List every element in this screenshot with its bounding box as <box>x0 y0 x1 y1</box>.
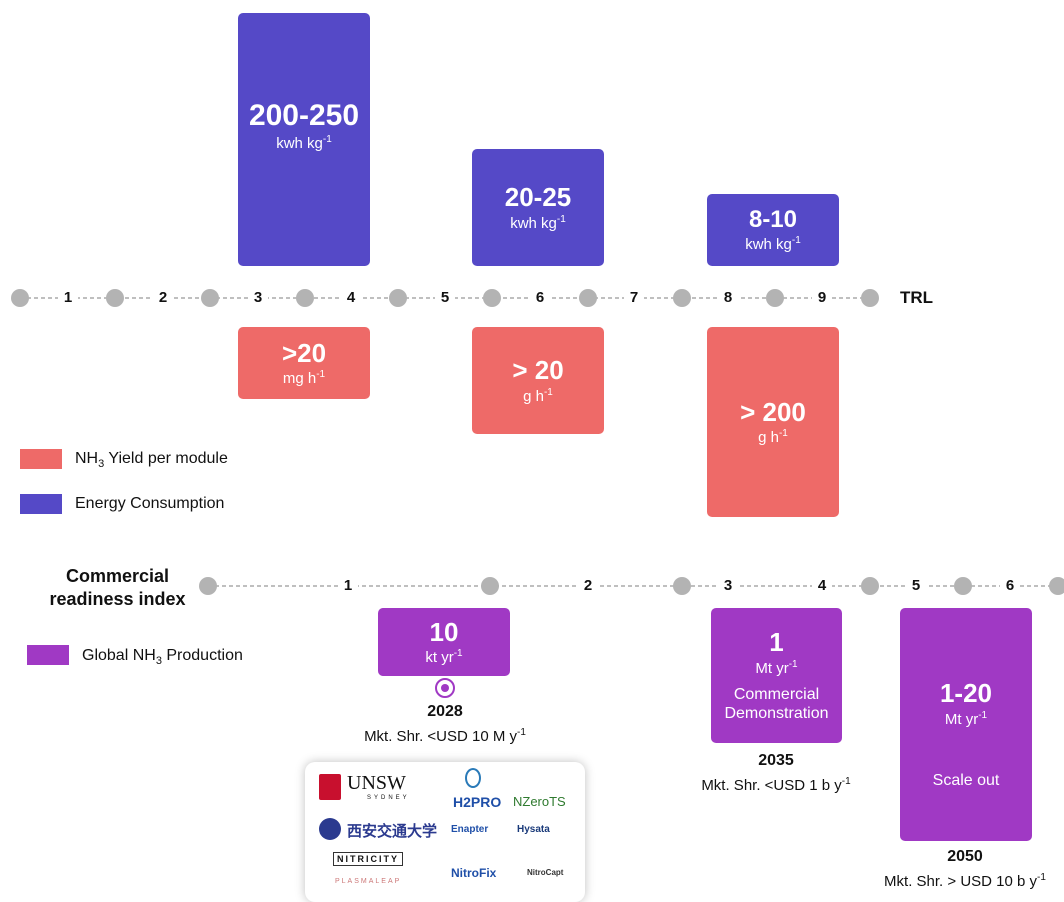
production-box-3: 1-20 Mt yr-1 Scale out <box>900 608 1032 841</box>
milestone-2035: 2035 Mkt. Shr. <USD 1 b y-1 <box>676 752 876 794</box>
cri-tick: 1 <box>338 577 358 594</box>
legend-swatch-production <box>27 645 69 665</box>
production-box-2: 1 Mt yr-1 Commercial Demonstration <box>711 608 842 743</box>
legend-label-energy: Energy Consumption <box>75 495 225 512</box>
milestone-market-share: Mkt. Shr. > USD 10 b y-1 <box>884 872 1046 890</box>
energy-unit: kwh kg-1 <box>276 134 332 152</box>
cri-dot <box>199 577 217 595</box>
trl-tick: 2 <box>153 289 173 306</box>
logo-enapter: Enapter <box>451 824 489 835</box>
yield-value: >20 <box>281 337 327 368</box>
logo-plasmaleap: PLASMALEAP <box>335 878 402 885</box>
cri-dot <box>1049 577 1064 595</box>
timeline-marker-inner <box>441 684 449 692</box>
trl-dot <box>673 289 691 307</box>
trl-axis-label: TRL <box>900 288 934 307</box>
logo-hysata: Hysata <box>517 824 550 835</box>
logo-xjtu: 西安交通大学 <box>347 822 438 840</box>
legend-swatch-yield <box>20 449 62 469</box>
energy-value: 200-250 <box>248 99 360 132</box>
yield-box-3: > 200 g h-1 <box>707 327 839 517</box>
energy-value: 20-25 <box>504 182 572 213</box>
trl-dot <box>861 289 879 307</box>
xjtu-seal-icon <box>319 818 341 840</box>
yield-box-2: > 20 g h-1 <box>472 327 604 434</box>
milestone-year: 2035 <box>758 752 794 769</box>
trl-tick: 6 <box>530 289 550 306</box>
production-note: Commercial Demonstration <box>724 685 829 722</box>
production-box-1: 10 kt yr-1 <box>378 608 510 676</box>
milestone-year: 2028 <box>427 703 463 720</box>
legend-swatch-energy <box>20 494 62 514</box>
production-value: 1-20 <box>939 678 993 709</box>
yield-unit: g h-1 <box>523 386 553 405</box>
milestone-2050: 2050 Mkt. Shr. > USD 10 b y-1 <box>860 848 1064 890</box>
cri-tick: 5 <box>906 577 926 594</box>
cri-tick: 4 <box>812 577 832 594</box>
trl-dot <box>579 289 597 307</box>
cri-tick: 2 <box>578 577 598 594</box>
cri-tick: 6 <box>1000 577 1020 594</box>
logo-nzerots: NZeroTS <box>513 794 566 809</box>
energy-box-3: 8-10 kwh kg-1 <box>707 194 839 266</box>
trl-dot <box>106 289 124 307</box>
milestone-market-share: Mkt. Shr. <USD 1 b y-1 <box>701 776 851 794</box>
trl-dot <box>766 289 784 307</box>
trl-dot <box>389 289 407 307</box>
energy-unit: kwh kg-1 <box>510 213 566 232</box>
partner-logos-panel: UNSW SYDNEY 西安交通大学 NITRICITY PLASMALEAP … <box>305 762 585 902</box>
legend-label-production: Global NH3 Production <box>82 647 243 668</box>
trl-tick: 8 <box>718 289 738 306</box>
energy-unit: kwh kg-1 <box>745 235 801 254</box>
trl-dots <box>11 289 879 307</box>
trl-dot <box>296 289 314 307</box>
yield-unit: g h-1 <box>758 428 788 447</box>
trl-tick: 3 <box>248 289 268 306</box>
unsw-crest-icon <box>319 774 341 800</box>
production-unit: Mt yr-1 <box>944 709 988 728</box>
trl-dot <box>201 289 219 307</box>
production-unit: kt yr-1 <box>425 648 463 667</box>
production-value: 10 <box>429 616 459 647</box>
logo-nitricity: NITRICITY <box>333 852 403 866</box>
milestone-market-share: Mkt. Shr. <USD 10 M y-1 <box>364 727 526 745</box>
trl-dot <box>11 289 29 307</box>
cri-dot <box>861 577 879 595</box>
energy-box-2: 20-25 kwh kg-1 <box>472 149 604 266</box>
production-note: Scale out <box>932 771 1000 789</box>
production-value: 1 <box>769 627 784 658</box>
energy-box-1: 200-250 kwh kg-1 <box>238 13 370 266</box>
logo-nitrocapt: NitroCapt <box>527 868 564 877</box>
logo-nitrofix: NitroFix <box>451 866 497 880</box>
trl-dot <box>483 289 501 307</box>
cri-dots <box>199 577 1064 595</box>
yield-box-1: >20 mg h-1 <box>238 327 370 399</box>
cri-dot <box>481 577 499 595</box>
production-unit: Mt yr-1 <box>755 658 798 677</box>
trl-tick: 7 <box>624 289 644 306</box>
logo-unsw-sydney: SYDNEY <box>367 795 410 801</box>
trl-tick: 4 <box>341 289 361 306</box>
energy-value: 8-10 <box>748 205 798 233</box>
yield-value: > 200 <box>740 396 806 427</box>
drop-icon <box>465 768 481 788</box>
timeline-marker-outer <box>435 678 455 698</box>
trl-tick: 5 <box>435 289 455 306</box>
cri-tick: 3 <box>718 577 738 594</box>
legend-label-yield: NH3 Yield per module <box>75 450 228 471</box>
cri-dot <box>954 577 972 595</box>
milestone-2028: 2028 Mkt. Shr. <USD 10 M y-1 <box>345 703 545 745</box>
logo-unsw: UNSW <box>347 772 406 794</box>
trl-tick: 1 <box>58 289 78 306</box>
trl-tick: 9 <box>812 289 832 306</box>
logo-h2pro: H2PRO <box>453 794 502 810</box>
milestone-year: 2050 <box>947 848 983 865</box>
cri-dot <box>673 577 691 595</box>
yield-unit: mg h-1 <box>282 369 326 388</box>
yield-value: > 20 <box>512 355 564 386</box>
cri-title: Commercial readiness index <box>49 566 186 609</box>
